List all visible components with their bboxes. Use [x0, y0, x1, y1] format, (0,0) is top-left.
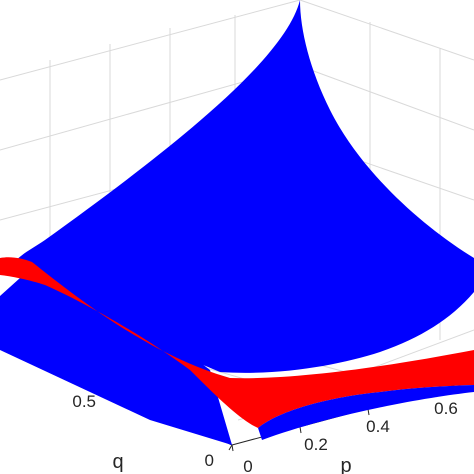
- blue-surface-edge: [258, 385, 474, 440]
- q-tick-label-0.5: 0.5: [72, 392, 96, 411]
- p-tick-mark: [299, 426, 302, 434]
- p-tick-mark: [231, 444, 234, 452]
- p-tick-label-0: 0: [243, 457, 252, 474]
- p-tick-label-0.4: 0.4: [366, 417, 390, 436]
- q-tick-mark: [228, 444, 233, 451]
- p-axis-label: p: [340, 455, 351, 474]
- q-axis-label: q: [112, 451, 123, 473]
- tick-labels: 0.5 0 0 0.2 0.4 0.6 q p: [72, 392, 457, 474]
- grid-line: [0, 0, 301, 81]
- p-tick-label-0.6: 0.6: [434, 399, 458, 418]
- surfaces: [0, 0, 474, 445]
- p-tick-label-0.2: 0.2: [304, 435, 328, 454]
- grid-line: [299, 0, 474, 61]
- grid-line: [299, 65, 474, 131]
- blue-surface: [15, 0, 474, 373]
- p-tick-mark: [367, 408, 370, 416]
- q-tick-label-0: 0: [205, 451, 214, 470]
- red-surface: [0, 257, 474, 428]
- blue-surface-lower: [0, 260, 232, 445]
